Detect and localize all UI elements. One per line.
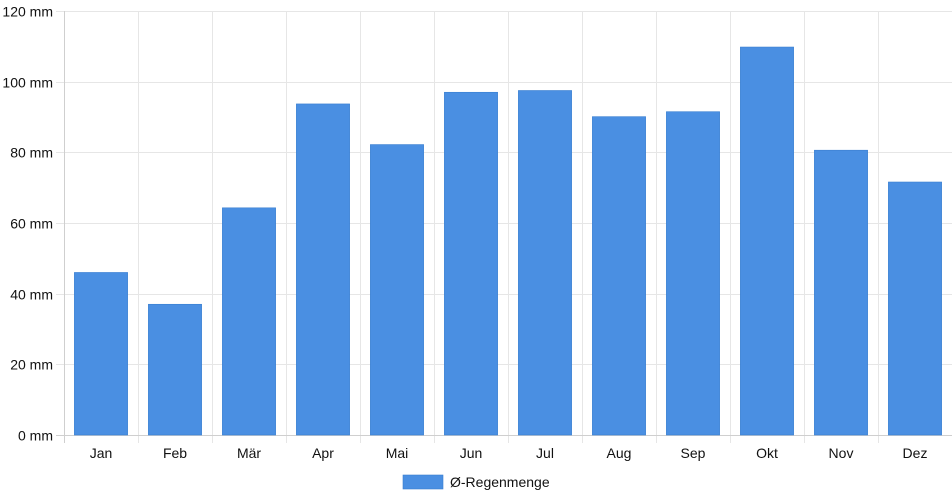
x-tick-label: Nov xyxy=(829,445,854,461)
bar-mai[interactable] xyxy=(370,144,424,436)
bar-nov[interactable] xyxy=(814,149,868,436)
legend-swatch[interactable] xyxy=(402,474,444,490)
y-tick-label: 20 mm xyxy=(10,357,53,373)
x-tick-label: Mai xyxy=(386,445,409,461)
x-tick-label: Sep xyxy=(681,445,706,461)
x-tick-label: Apr xyxy=(312,445,334,461)
bar-feb[interactable] xyxy=(148,303,202,436)
x-axis-tick-labels: Jan Feb Mär Apr Mai Jun Jul Aug Sep Okt Nov Dez xyxy=(90,445,928,461)
y-axis-tick-labels: 0 mm 20 mm 40 mm 60 mm 80 mm 100 mm 120 mm xyxy=(2,4,53,444)
y-tick-label: 40 mm xyxy=(10,287,53,303)
x-tick-label: Jun xyxy=(460,445,483,461)
y-tick-label: 100 mm xyxy=(2,75,53,91)
grid-lines xyxy=(56,11,952,443)
bar-jan[interactable] xyxy=(74,272,128,436)
bar-jul[interactable] xyxy=(518,90,572,436)
bar-sep[interactable] xyxy=(666,111,720,436)
legend[interactable]: Ø-Regenmenge xyxy=(402,474,550,490)
bar-dez[interactable] xyxy=(888,181,942,436)
axes xyxy=(64,11,952,436)
y-tick-label: 120 mm xyxy=(2,4,53,20)
x-tick-label: Okt xyxy=(756,445,778,461)
bar-mär[interactable] xyxy=(222,207,276,436)
bar-jun[interactable] xyxy=(444,91,498,436)
x-tick-label: Mär xyxy=(237,445,261,461)
bar-apr[interactable] xyxy=(296,103,350,436)
x-tick-label: Jan xyxy=(90,445,113,461)
y-tick-label: 60 mm xyxy=(10,216,53,232)
bar-okt[interactable] xyxy=(740,46,794,436)
x-tick-label: Aug xyxy=(607,445,632,461)
y-tick-label: 0 mm xyxy=(18,428,53,444)
legend-label-regenmenge[interactable]: Ø-Regenmenge xyxy=(450,474,550,490)
bars xyxy=(74,46,942,436)
x-tick-label: Feb xyxy=(163,445,187,461)
y-tick-label: 80 mm xyxy=(10,145,53,161)
x-tick-label: Jul xyxy=(536,445,554,461)
bar-aug[interactable] xyxy=(592,116,646,436)
x-tick-label: Dez xyxy=(903,445,928,461)
